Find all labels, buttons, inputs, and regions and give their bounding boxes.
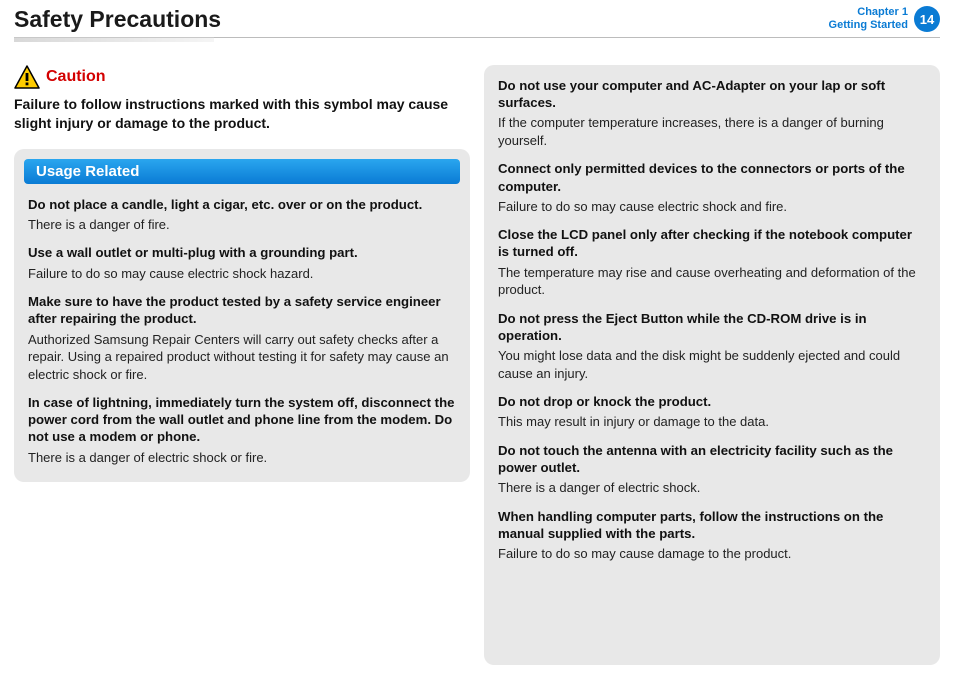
- list-item: Do not place a candle, light a cigar, et…: [28, 196, 456, 234]
- item-body: If the computer temperature increases, t…: [498, 114, 926, 149]
- caution-heading: Caution: [14, 65, 470, 89]
- list-item: Do not touch the antenna with an electri…: [498, 442, 926, 497]
- list-item: Do not press the Eject Button while the …: [498, 310, 926, 382]
- item-body: There is a danger of electric shock.: [498, 479, 926, 497]
- item-heading: Do not touch the antenna with an electri…: [498, 442, 926, 476]
- item-body: Failure to do so may cause electric shoc…: [28, 265, 456, 283]
- header-divider: [14, 37, 940, 43]
- item-body: Failure to do so may cause damage to the…: [498, 545, 926, 563]
- item-heading: Do not place a candle, light a cigar, et…: [28, 196, 456, 213]
- caution-label: Caution: [46, 68, 106, 86]
- item-heading: Make sure to have the product tested by …: [28, 293, 456, 327]
- item-heading: When handling computer parts, follow the…: [498, 508, 926, 542]
- item-body: Failure to do so may cause electric shoc…: [498, 198, 926, 216]
- usage-related-box: Usage Related Do not place a candle, lig…: [14, 149, 470, 482]
- caution-description: Failure to follow instructions marked wi…: [14, 95, 470, 133]
- item-body: There is a danger of electric shock or f…: [28, 449, 456, 467]
- chapter-text: Chapter 1 Getting Started: [829, 6, 908, 32]
- item-heading: Use a wall outlet or multi-plug with a g…: [28, 244, 456, 261]
- item-body: There is a danger of fire.: [28, 216, 456, 234]
- right-box: Do not use your computer and AC-Adapter …: [484, 65, 940, 665]
- page-number-badge: 14: [914, 6, 940, 32]
- chapter-line2: Getting Started: [829, 19, 908, 32]
- item-heading: In case of lightning, immediately turn t…: [28, 394, 456, 445]
- page-header: Safety Precautions Chapter 1 Getting Sta…: [0, 0, 954, 33]
- item-heading: Connect only permitted devices to the co…: [498, 160, 926, 194]
- item-body: You might lose data and the disk might b…: [498, 347, 926, 382]
- list-item: Do not use your computer and AC-Adapter …: [498, 77, 926, 149]
- content-area: Caution Failure to follow instructions m…: [0, 43, 954, 679]
- list-item: In case of lightning, immediately turn t…: [28, 394, 456, 466]
- list-item: Use a wall outlet or multi-plug with a g…: [28, 244, 456, 282]
- chapter-line1: Chapter 1: [829, 6, 908, 19]
- right-column: Do not use your computer and AC-Adapter …: [484, 65, 940, 665]
- item-body: Authorized Samsung Repair Centers will c…: [28, 331, 456, 384]
- item-heading: Do not press the Eject Button while the …: [498, 310, 926, 344]
- item-heading: Do not drop or knock the product.: [498, 393, 926, 410]
- warning-icon: [14, 65, 40, 89]
- list-item: Do not drop or knock the product. This m…: [498, 393, 926, 431]
- usage-related-header: Usage Related: [24, 159, 460, 184]
- item-body: This may result in injury or damage to t…: [498, 413, 926, 431]
- list-item: Connect only permitted devices to the co…: [498, 160, 926, 215]
- item-body: The temperature may rise and cause overh…: [498, 264, 926, 299]
- item-heading: Do not use your computer and AC-Adapter …: [498, 77, 926, 111]
- chapter-indicator: Chapter 1 Getting Started 14: [829, 6, 940, 32]
- item-heading: Close the LCD panel only after checking …: [498, 226, 926, 260]
- left-column: Caution Failure to follow instructions m…: [14, 65, 470, 665]
- page-title: Safety Precautions: [14, 6, 221, 33]
- list-item: Make sure to have the product tested by …: [28, 293, 456, 383]
- list-item: Close the LCD panel only after checking …: [498, 226, 926, 298]
- list-item: When handling computer parts, follow the…: [498, 508, 926, 563]
